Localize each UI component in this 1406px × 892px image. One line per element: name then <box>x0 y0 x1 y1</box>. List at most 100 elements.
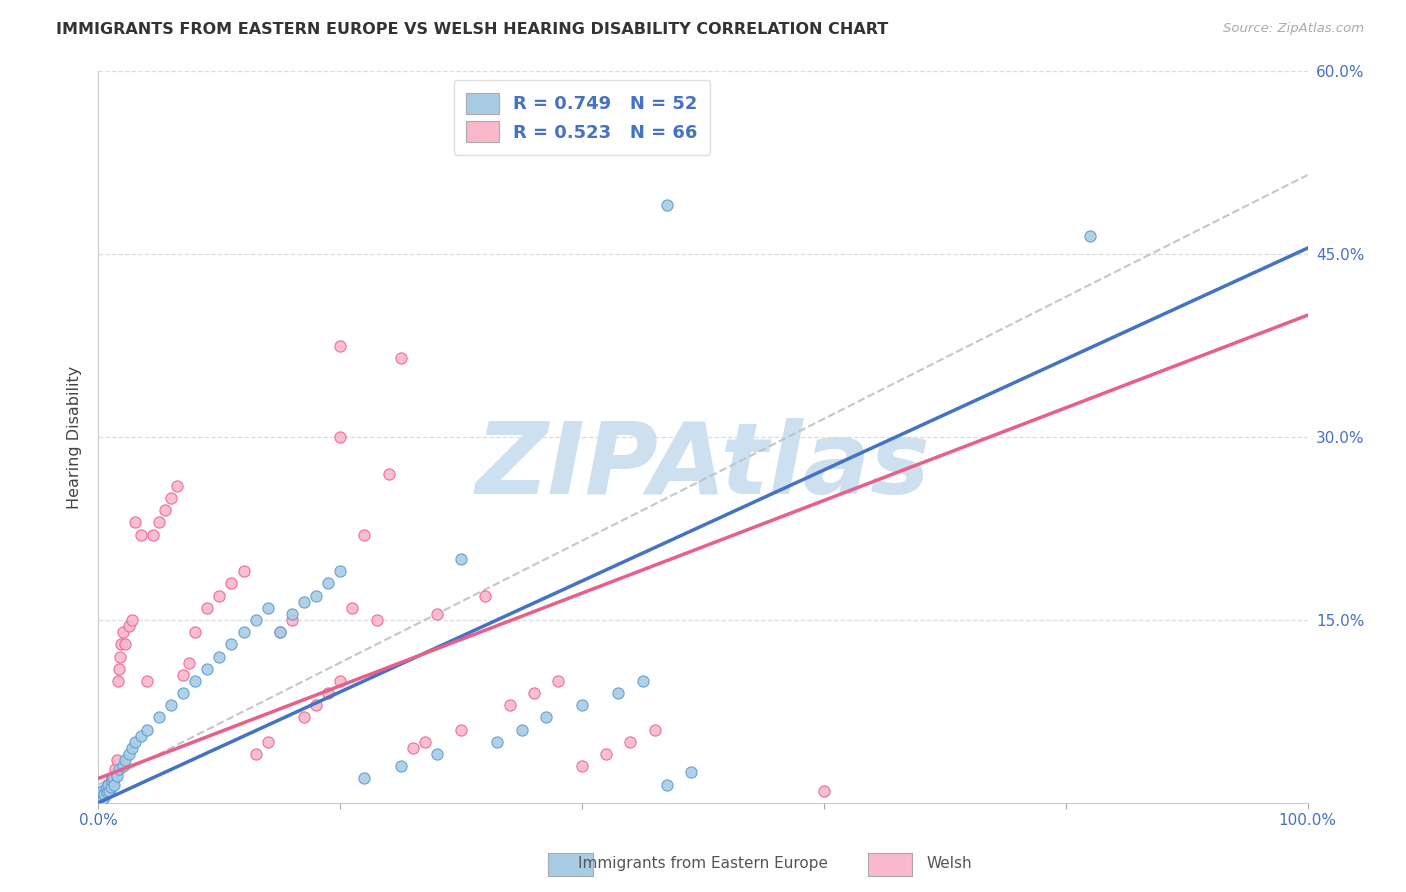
Point <box>644 723 666 737</box>
Y-axis label: Hearing Disability: Hearing Disability <box>67 366 83 508</box>
Point <box>100 773 122 788</box>
Point <box>172 667 194 681</box>
Point <box>498 698 520 713</box>
Point <box>281 607 304 621</box>
Point <box>474 589 496 603</box>
Point <box>91 783 114 797</box>
Point <box>129 527 152 541</box>
Point <box>101 777 124 792</box>
Point <box>104 762 127 776</box>
Point <box>679 765 702 780</box>
Point <box>534 710 557 724</box>
Text: Immigrants from Eastern Europe: Immigrants from Eastern Europe <box>578 856 828 871</box>
Point <box>121 613 143 627</box>
Point <box>98 783 121 797</box>
Point <box>426 747 449 761</box>
Point <box>329 673 352 688</box>
Point <box>105 753 128 767</box>
Point <box>121 740 143 755</box>
Point <box>813 783 835 797</box>
Point <box>366 613 388 627</box>
Point <box>607 686 630 700</box>
Point <box>124 516 146 530</box>
Point <box>184 625 207 640</box>
Point <box>118 747 141 761</box>
Text: Source: ZipAtlas.com: Source: ZipAtlas.com <box>1223 22 1364 36</box>
Point <box>91 792 114 806</box>
Point <box>100 773 122 788</box>
Point <box>256 735 278 749</box>
Point <box>486 735 509 749</box>
Point <box>89 789 111 804</box>
Point <box>292 710 315 724</box>
Point <box>631 673 654 688</box>
Point <box>232 625 254 640</box>
Point <box>101 772 124 786</box>
Point <box>172 686 194 700</box>
Point <box>655 198 678 212</box>
Point <box>96 781 118 796</box>
Point <box>100 772 122 786</box>
Point <box>450 723 472 737</box>
Point <box>377 467 399 481</box>
Point <box>124 735 146 749</box>
Point <box>413 735 436 749</box>
Point <box>389 759 412 773</box>
Point <box>91 786 114 800</box>
Point <box>103 777 125 792</box>
Point <box>97 777 120 792</box>
Point <box>98 783 121 797</box>
Point <box>232 564 254 578</box>
Point <box>100 780 122 794</box>
Point <box>329 564 352 578</box>
Point <box>619 735 641 749</box>
Point <box>148 710 170 724</box>
Point <box>305 589 328 603</box>
Point <box>292 594 315 608</box>
Point <box>655 777 678 792</box>
Point <box>166 479 188 493</box>
Point <box>329 430 352 444</box>
Point <box>195 600 218 615</box>
Point <box>305 698 328 713</box>
Point <box>571 698 593 713</box>
Point <box>148 516 170 530</box>
Text: IMMIGRANTS FROM EASTERN EUROPE VS WELSH HEARING DISABILITY CORRELATION CHART: IMMIGRANTS FROM EASTERN EUROPE VS WELSH … <box>56 22 889 37</box>
Point <box>96 785 118 799</box>
Point <box>94 781 117 796</box>
Legend: R = 0.749   N = 52, R = 0.523   N = 66: R = 0.749 N = 52, R = 0.523 N = 66 <box>454 80 710 154</box>
Point <box>426 607 449 621</box>
Point <box>342 600 364 615</box>
Point <box>108 649 131 664</box>
Point <box>93 787 115 801</box>
Point <box>103 769 125 783</box>
Point <box>108 762 131 776</box>
Point <box>595 747 617 761</box>
Point <box>245 747 267 761</box>
Point <box>353 772 375 786</box>
Text: ZIPAtlas: ZIPAtlas <box>475 417 931 515</box>
Point <box>90 786 112 800</box>
Point <box>111 759 134 773</box>
Text: Welsh: Welsh <box>927 856 972 871</box>
Point <box>184 673 207 688</box>
Point <box>195 662 218 676</box>
Point <box>208 589 231 603</box>
Point <box>523 686 546 700</box>
Point <box>142 527 165 541</box>
Point <box>97 777 120 792</box>
Point <box>160 698 183 713</box>
Point <box>256 600 278 615</box>
Point <box>153 503 176 517</box>
Point <box>105 769 128 783</box>
Point <box>110 637 132 651</box>
Point <box>129 729 152 743</box>
Point <box>91 783 114 797</box>
Point <box>107 673 129 688</box>
Point <box>208 649 231 664</box>
Point <box>93 789 115 804</box>
Point <box>135 723 157 737</box>
Point <box>269 625 291 640</box>
Point <box>269 625 291 640</box>
Point <box>221 576 243 591</box>
